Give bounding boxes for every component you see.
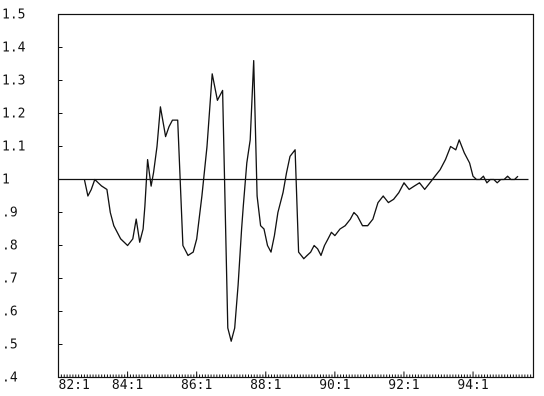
x-tick-label: 94:1 [457,378,488,391]
x-tick-label: 82:1 [59,378,90,391]
y-tick-label: .6 [2,305,18,320]
y-tick-label: 1.3 [2,74,25,89]
y-axis: .4 .5 .6 .7 .8 .9 1 1.1 1.2 1.3 1.4 1.5 [2,8,63,386]
plot-frame [57,13,535,379]
y-tick-label: .4 [2,371,18,386]
y-tick-label: .8 [2,239,18,254]
x-tick-label: 90:1 [319,378,350,391]
y-tick-label: .7 [2,272,18,287]
y-tick-label: 1.1 [2,140,25,155]
x-tick-label: 88:1 [250,378,281,391]
y-tick-label: 1.4 [2,41,26,56]
x-axis: 82:1 84:1 86:1 88:1 90:1 92:1 94:1 [58,371,534,393]
series-line [83,60,519,342]
y-tick-label: .9 [2,206,18,221]
x-tick-label: 84:1 [112,378,143,391]
x-tick-label: 86:1 [181,378,212,391]
y-tick-label: 1 [2,173,10,188]
y-tick-label: 1.5 [2,8,25,23]
y-tick-label: 1.2 [2,107,25,122]
x-tick-label: 92:1 [388,378,419,391]
y-tick-label: .5 [2,338,18,353]
